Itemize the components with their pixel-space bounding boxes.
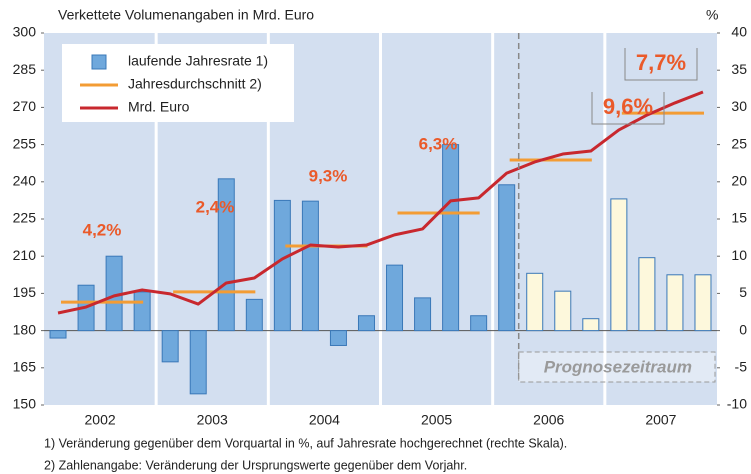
legend-label: Mrd. Euro [128,99,190,115]
y2-tick-label: -5 [735,359,748,375]
y-tick-label: 300 [13,24,37,40]
bar [694,274,712,332]
y-tick-label: 225 [13,210,37,226]
y2-tick-label: 25 [731,135,747,151]
y2-tick-label: 5 [739,284,747,300]
bar [161,330,179,363]
y2-tick-label: 20 [731,173,747,189]
legend-swatch [91,54,107,70]
y-tick-label: 240 [13,173,37,189]
bar [245,298,263,332]
bar [189,330,207,395]
annotation: 2,4% [196,197,235,216]
footnote: 2) Zahlenangabe: Veränderung der Ursprun… [44,458,467,472]
annotation: 9,3% [309,166,348,185]
bar [470,315,488,332]
annotation-bracket [624,48,698,81]
y2-tick-label: 0 [739,321,747,337]
x-tick-label: 2002 [85,412,116,428]
y2-tick-label: 35 [731,61,747,77]
x-tick-label: 2004 [309,412,340,428]
annotation-bracket [591,92,665,125]
footnote: 1) Veränderung gegenüber dem Vorquartal … [44,436,567,450]
y-tick-label: 255 [13,135,37,151]
bar [498,184,516,332]
bar [273,199,291,332]
x-tick-label: 2005 [421,412,452,428]
bar [329,330,347,346]
x-tick-label: 2006 [533,412,564,428]
bar [386,264,404,332]
y-tick-label: 150 [13,396,37,412]
y2-tick-label: 30 [731,98,747,114]
y-tick-label: 210 [13,247,37,263]
bar [414,297,432,332]
y-tick-label: 270 [13,98,37,114]
y-tick-label: 285 [13,61,37,77]
bar [554,290,572,332]
forecast-label: Prognosezeitraum [544,357,692,376]
line [57,90,704,315]
bar [442,144,460,332]
bar [49,330,67,339]
legend-label: laufende Jahresrate 1) [128,53,268,69]
annotation: 4,2% [83,220,122,239]
y2-title: % [706,7,718,23]
legend-label: Jahresdurchschnitt 2) [128,76,262,92]
bar [357,315,375,332]
y-tick-label: 165 [13,359,37,375]
x-tick-label: 2007 [645,412,676,428]
annotation: 6,3% [419,134,458,153]
y2-tick-label: -10 [727,396,747,412]
y2-tick-label: 15 [731,210,747,226]
bar [133,291,151,332]
bar [638,257,656,332]
forecast-box [518,351,716,383]
bar [666,274,684,332]
y2-tick-label: 10 [731,247,747,263]
y-tick-label: 180 [13,321,37,337]
bar [610,198,628,332]
annotation: 9,6% [603,94,653,119]
y-tick-label: 195 [13,284,37,300]
y2-tick-label: 40 [731,24,747,40]
bar [526,272,544,332]
chart-title: Verkettete Volumenangaben in Mrd. Euro [58,7,314,23]
bar [301,200,319,332]
bar [582,318,600,332]
x-tick-label: 2003 [197,412,228,428]
annotation: 7,7% [636,50,686,75]
